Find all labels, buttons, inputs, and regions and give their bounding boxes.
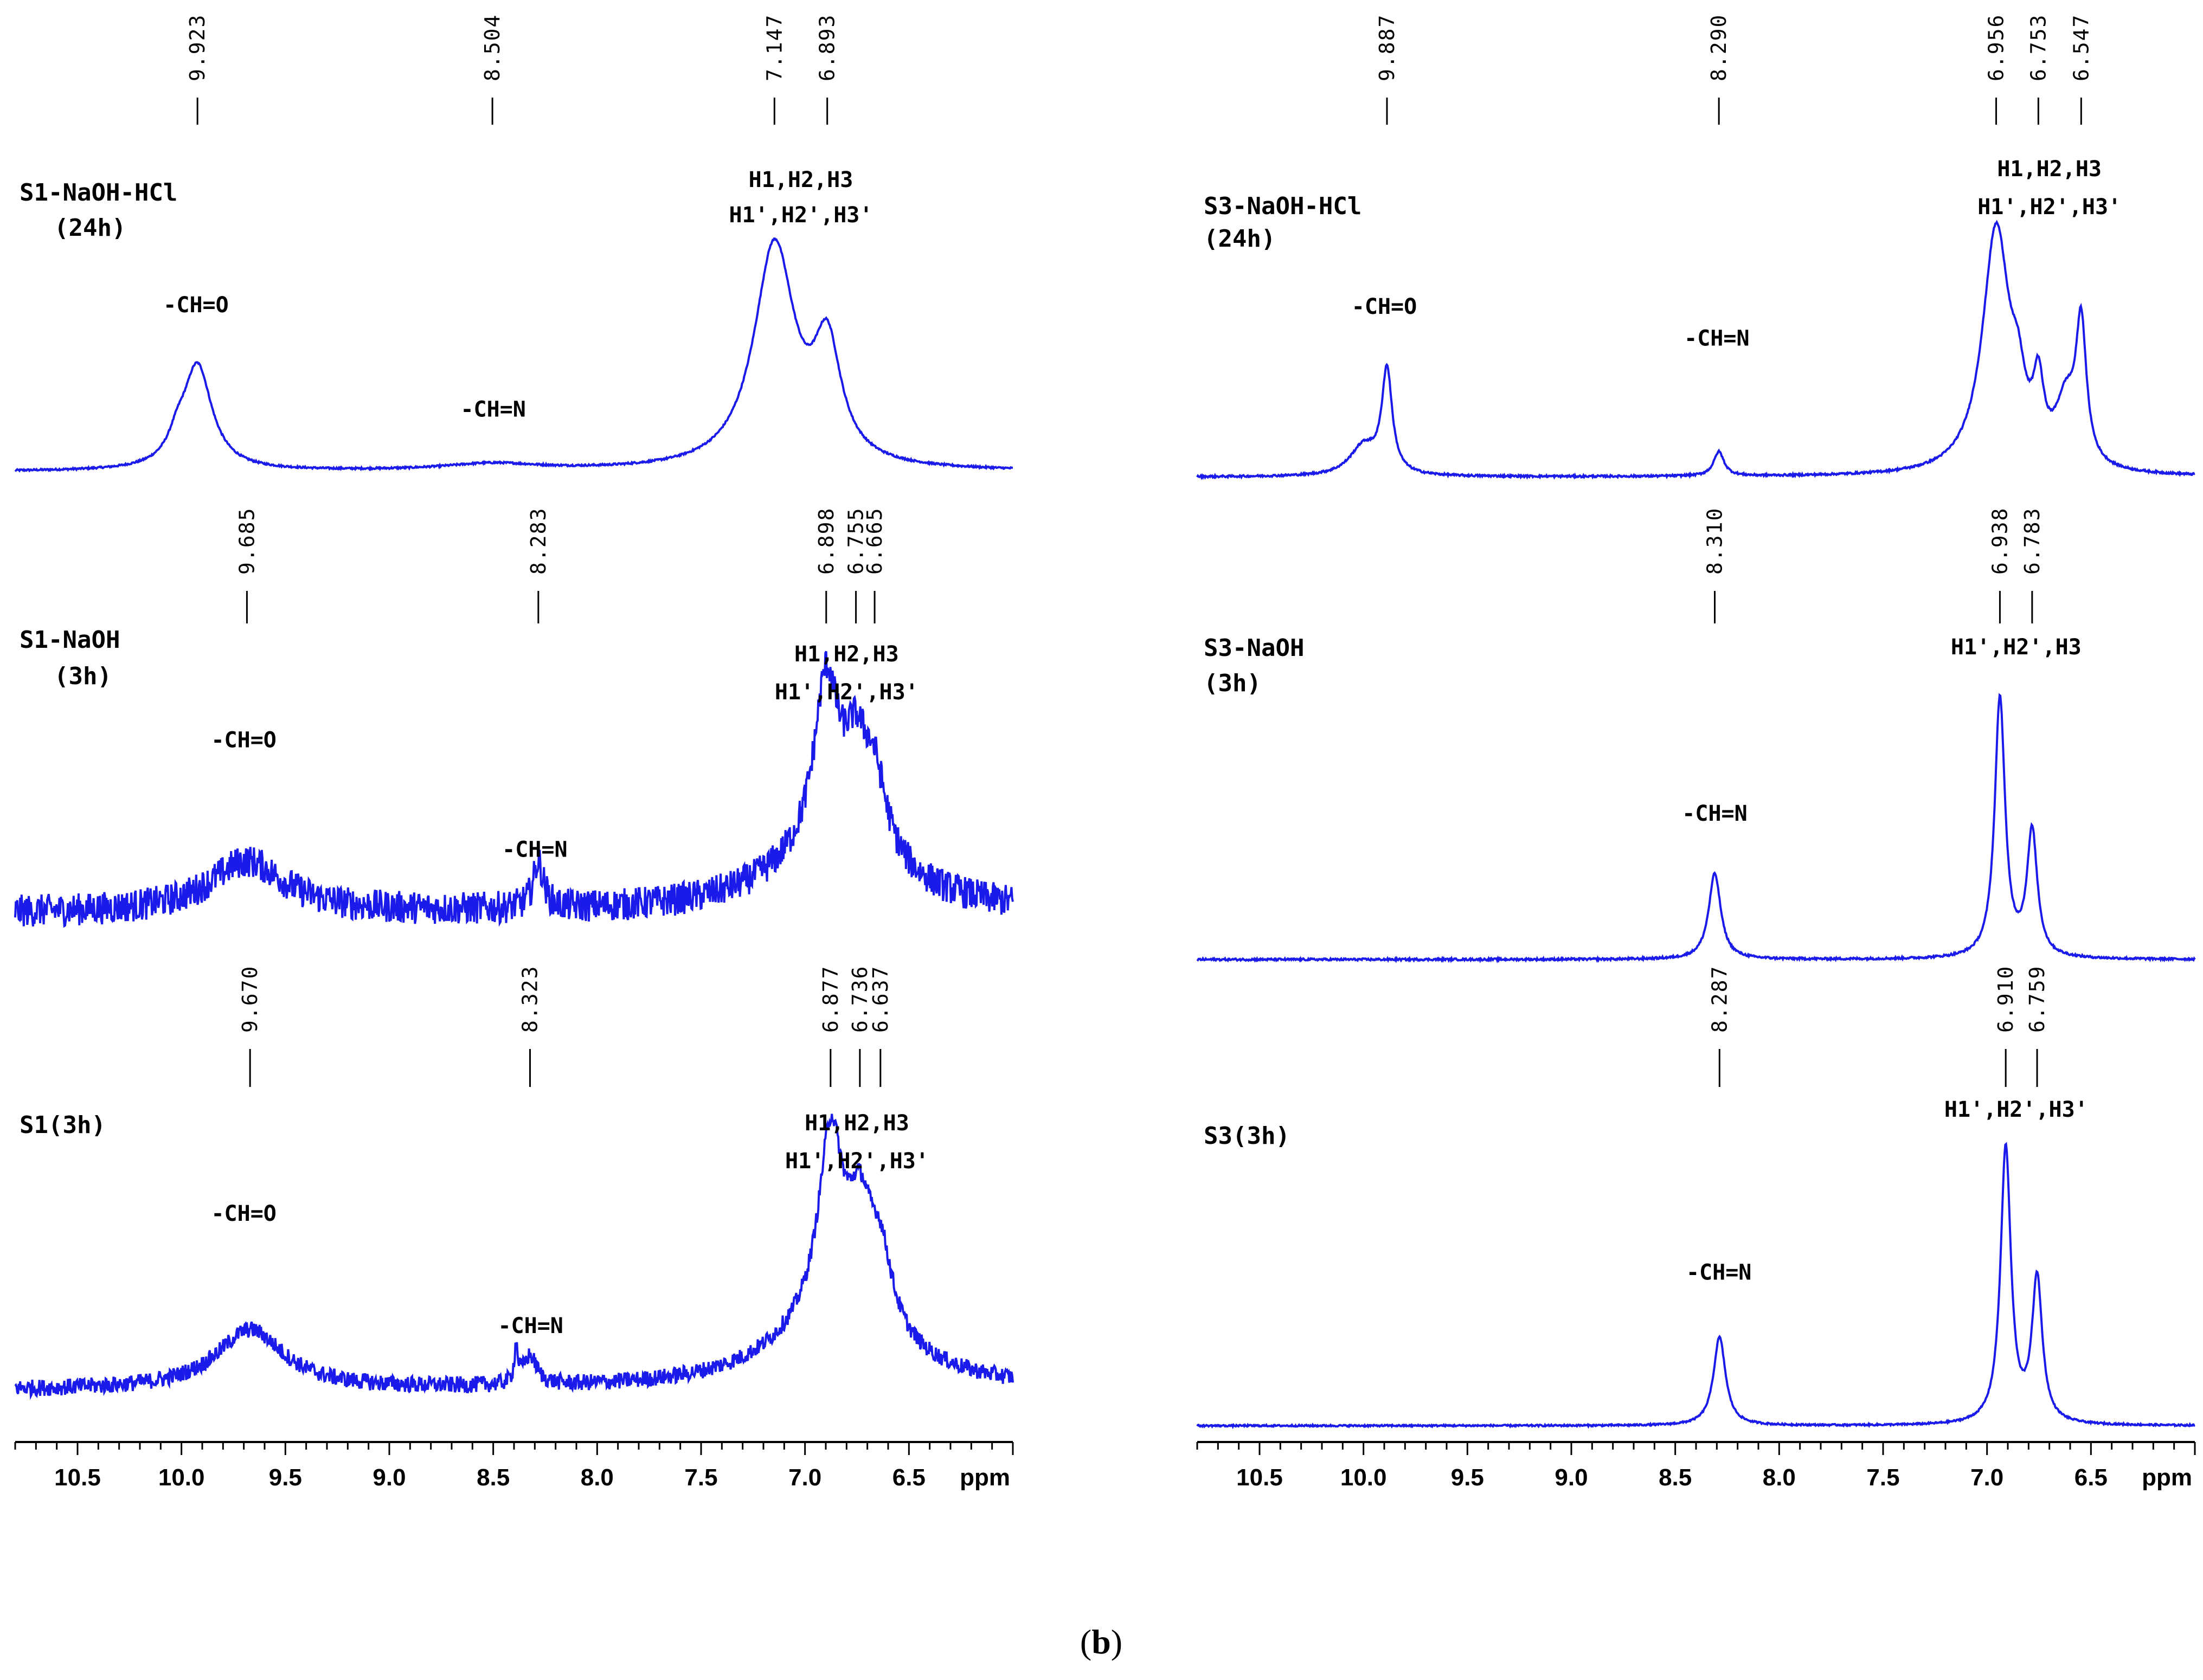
- peak-label: 6.637: [869, 965, 892, 1033]
- peak-label: 6.753: [2026, 14, 2050, 81]
- x-tick-label: 6.5: [2074, 1464, 2108, 1491]
- assignment-label: H1,H2,H3: [794, 642, 899, 667]
- assignment-label: H1',H2',H3': [775, 680, 919, 705]
- peak-label: 6.759: [2025, 965, 2049, 1033]
- spectrum-name: S1(3h): [20, 1111, 106, 1139]
- x-tick-label: 7.5: [1866, 1464, 1899, 1491]
- spectrum-s3-naoh-hcl-24h-: 9.887 8.290 6.956 6.753 6.547 S3-NaOH-HCl (24h…: [1196, 14, 2195, 480]
- spectrum-trace: [14, 237, 1013, 473]
- spectrum-name: (24h): [54, 214, 126, 242]
- peak-label: 9.923: [185, 14, 209, 81]
- spectrum-s3-naoh-3h-: 8.310 6.938 6.783 S3-NaOH (3h) H1',H2',H3 -CH=…: [1196, 507, 2196, 964]
- assignment-label: H1,H2,H3: [1997, 157, 2102, 182]
- figure-caption: (b): [1080, 1623, 1122, 1661]
- peak-label: 6.547: [2069, 14, 2093, 81]
- group-label: -CH=N: [502, 838, 567, 862]
- assignment-label: H1,H2,H3: [805, 1111, 909, 1136]
- x-tick-label: 10.0: [158, 1464, 205, 1491]
- spectrum-trace: [1196, 220, 2195, 480]
- spectrum-name: S1-NaOH: [20, 626, 120, 654]
- assignment-label: H1',H2',H3: [1951, 635, 2082, 660]
- peak-label: 6.877: [819, 965, 843, 1033]
- peak-label: 8.504: [480, 14, 504, 81]
- peak-label: 6.893: [815, 14, 839, 81]
- spectrum-panel-2: 10.5 10.0 9.5 9.0 8.5 8.0 7.5 7.0 6.5 ppm 9.887 8.2…: [1196, 14, 2196, 1491]
- assignment-label: H1',H2',H3': [729, 203, 873, 228]
- spectrum-name: (3h): [1204, 670, 1261, 697]
- assignment-label: H1',H2',H3': [1944, 1097, 2088, 1122]
- peak-label: 6.783: [2020, 507, 2044, 575]
- x-tick-label: 6.5: [892, 1464, 926, 1491]
- peak-label: 6.956: [1984, 14, 2008, 81]
- x-tick-label: 8.5: [477, 1464, 510, 1491]
- x-tick-label: 9.0: [1555, 1464, 1588, 1491]
- group-label: -CH=O: [211, 1201, 276, 1226]
- spectrum-name: (3h): [54, 662, 112, 690]
- group-label: -CH=N: [1684, 326, 1749, 351]
- group-label: -CH=N: [498, 1314, 563, 1338]
- x-tick-label: 7.5: [684, 1464, 717, 1491]
- assignment-label: H1',H2',H3': [1977, 195, 2121, 220]
- peak-label: 6.736: [848, 965, 872, 1033]
- peak-label: 8.287: [1707, 965, 1731, 1033]
- group-label: -CH=O: [1352, 294, 1417, 319]
- group-label: -CH=N: [1682, 801, 1747, 826]
- x-tick-label: 10.5: [1236, 1464, 1283, 1491]
- x-tick-label: 10.0: [1340, 1464, 1387, 1491]
- peak-label: 6.898: [814, 507, 838, 575]
- spectrum-s1-naoh-hcl-24h-: 9.923 8.504 7.147 6.893 S1-NaOH-HCl (24h) H1,H…: [14, 14, 1013, 473]
- x-tick-label: 7.0: [788, 1464, 821, 1491]
- x-tick-label: 8.0: [1763, 1464, 1796, 1491]
- x-axis-unit: ppm: [960, 1464, 1010, 1491]
- peak-label: 6.755: [844, 507, 868, 575]
- peak-label: 8.290: [1707, 14, 1731, 81]
- peak-label: 8.283: [526, 507, 550, 575]
- x-axis-unit: ppm: [2142, 1464, 2192, 1491]
- peak-label: 9.685: [235, 507, 259, 575]
- peak-label: 8.310: [1703, 507, 1727, 575]
- group-label: -CH=N: [460, 397, 525, 422]
- spectrum-trace: [14, 651, 1014, 928]
- x-tick-label: 10.5: [54, 1464, 101, 1491]
- x-tick-label: 9.5: [1451, 1464, 1484, 1491]
- peak-label: 7.147: [762, 14, 786, 81]
- peak-label: 8.323: [518, 965, 542, 1033]
- peak-label: 6.665: [863, 507, 887, 575]
- x-tick-label: 8.5: [1659, 1464, 1692, 1491]
- spectrum-name: S1-NaOH-HCl: [20, 179, 177, 207]
- spectrum-name: S3-NaOH-HCl: [1204, 192, 1361, 220]
- spectrum-s3-3h-: 8.287 6.910 6.759 S3(3h) H1',H2',H3' -CH=N: [1196, 965, 2195, 1430]
- group-label: -CH=O: [163, 293, 228, 318]
- peak-label: 6.938: [1988, 507, 2012, 575]
- spectrum-trace: [1196, 693, 2196, 964]
- spectrum-panel-1: 10.5 10.0 9.5 9.0 8.5 8.0 7.5 7.0 6.5 ppm 9.923 8.5…: [14, 14, 1014, 1491]
- spectrum-name: S3-NaOH: [1204, 634, 1304, 662]
- peak-label: 9.887: [1375, 14, 1399, 81]
- peak-label: 9.670: [238, 965, 262, 1033]
- assignment-label: H1',H2',H3': [785, 1149, 929, 1174]
- x-tick-label: 9.5: [269, 1464, 302, 1491]
- x-tick-label: 7.0: [1970, 1464, 2003, 1491]
- group-label: -CH=N: [1686, 1260, 1751, 1285]
- group-label: -CH=O: [211, 728, 276, 752]
- spectrum-trace: [14, 1113, 1014, 1400]
- peak-label: 6.910: [1994, 965, 2018, 1033]
- spectra-panels: 10.5 10.0 9.5 9.0 8.5 8.0 7.5 7.0 6.5 ppm 9.923 8.5…: [14, 14, 2196, 1491]
- spectrum-name: (24h): [1204, 225, 1275, 253]
- assignment-label: H1,H2,H3: [749, 168, 853, 192]
- x-tick-label: 8.0: [581, 1464, 614, 1491]
- x-tick-label: 9.0: [372, 1464, 406, 1491]
- spectrum-name: S3(3h): [1204, 1122, 1290, 1150]
- spectrum-trace: [1196, 1142, 2195, 1430]
